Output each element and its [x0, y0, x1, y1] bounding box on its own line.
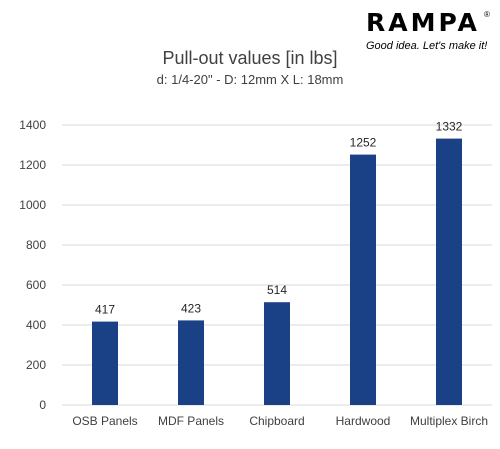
data-label: 1332: [436, 120, 463, 134]
x-tick-label: Chipboard: [249, 414, 304, 428]
data-label: 1252: [350, 136, 377, 150]
y-tick-label: 1400: [19, 118, 46, 132]
bar: [436, 138, 462, 405]
data-label: 423: [181, 301, 201, 315]
logo-wordmark: RAMPA: [366, 8, 480, 37]
logo-tagline: Good idea. Let's make it!: [366, 40, 488, 52]
x-tick-label: Multiplex Birch: [410, 414, 488, 428]
y-tick-label: 1200: [19, 158, 46, 172]
x-tick-label: OSB Panels: [72, 414, 137, 428]
y-tick-label: 1000: [19, 198, 46, 212]
y-tick-label: 600: [26, 278, 46, 292]
rampa-logo: RAMPA ® Good idea. Let's make it!: [366, 6, 494, 56]
data-label: 514: [267, 283, 287, 297]
x-tick-label: Hardwood: [336, 414, 391, 428]
y-tick-label: 400: [26, 318, 46, 332]
chart-subtitle: d: 1/4-20" - D: 12mm X L: 18mm: [156, 72, 344, 87]
registered-mark: ®: [484, 10, 490, 19]
chart-title: Pull-out values [in lbs]: [162, 48, 338, 68]
data-label: 417: [95, 303, 115, 317]
y-tick-label: 800: [26, 238, 46, 252]
bar: [350, 154, 376, 405]
bar: [178, 320, 204, 405]
y-tick-label: 0: [39, 398, 46, 412]
bar: [92, 321, 118, 405]
x-tick-label: MDF Panels: [158, 414, 224, 428]
y-tick-label: 200: [26, 358, 46, 372]
bar: [264, 302, 290, 405]
